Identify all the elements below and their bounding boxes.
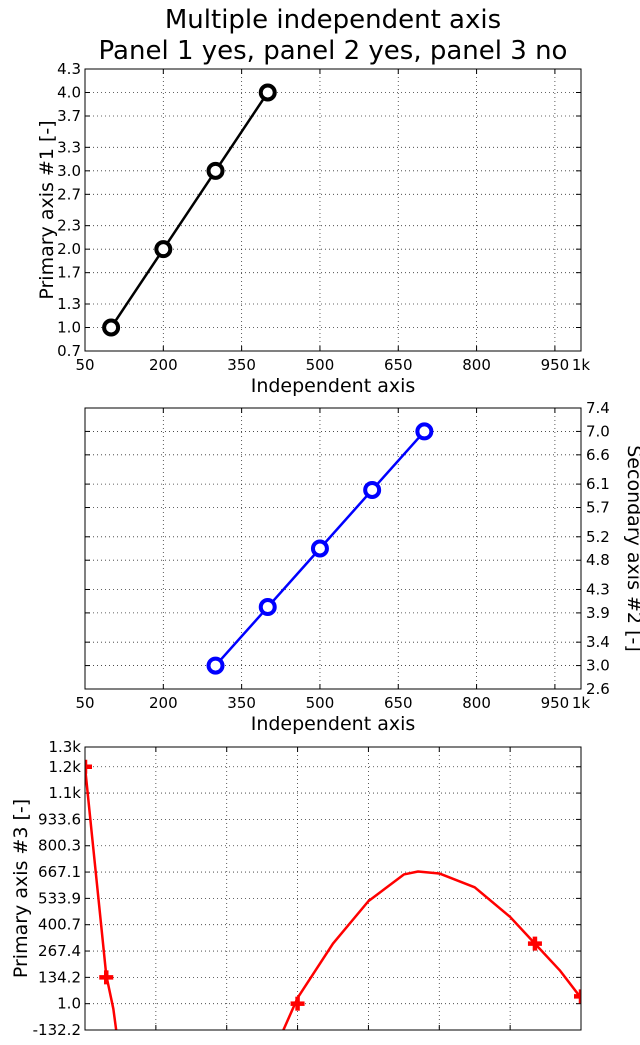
x-tick-label: 950 xyxy=(541,356,570,374)
x-tick-label: 350 xyxy=(227,694,256,712)
data-point xyxy=(258,598,277,617)
y-tick-label: 1.3k xyxy=(48,738,81,756)
y-tick-label: 800.3 xyxy=(38,837,81,855)
y-tick-label: 0.7 xyxy=(57,342,81,360)
y-tick-label: 5.2 xyxy=(586,528,610,546)
data-point xyxy=(85,759,92,774)
y-tick-label: 533.9 xyxy=(38,889,81,907)
x-axis-label: Independent axis xyxy=(251,713,416,735)
series-group xyxy=(85,759,581,1030)
data-point xyxy=(290,996,305,1011)
y-tick-label: 3.7 xyxy=(57,107,81,125)
data-point xyxy=(206,656,225,675)
y-tick-label: 4.0 xyxy=(57,84,81,102)
title-line-1: Multiple independent axis xyxy=(165,5,501,35)
series-line xyxy=(110,91,269,329)
x-tick-label: 200 xyxy=(149,356,178,374)
data-point xyxy=(310,539,329,558)
y-tick-label: 933.6 xyxy=(38,810,81,828)
plot-frame xyxy=(84,746,582,1031)
x-tick-label: 650 xyxy=(384,356,413,374)
y-tick-label: 1.7 xyxy=(57,264,81,282)
y-tick-label: 1.1k xyxy=(48,784,81,802)
x-tick-label: 650 xyxy=(384,694,413,712)
series-group xyxy=(102,83,277,337)
plot-frame xyxy=(84,68,582,352)
y-tick-label: 1.2k xyxy=(48,758,81,776)
y-tick-label: 6.1 xyxy=(586,475,610,493)
y-axis-label: Primary axis #3 [-] xyxy=(10,799,32,978)
x-tick-label: 500 xyxy=(306,356,335,374)
x-tick-label: 950 xyxy=(541,694,570,712)
x-axis-label: Independent axis xyxy=(251,375,416,397)
x-tick-label: 800 xyxy=(462,356,491,374)
y-tick-label: 3.3 xyxy=(57,138,81,156)
series-group xyxy=(206,422,434,675)
panel-3-chart: -132.2 1.0 134.2 267.4 400.7 533.9 667.1 800.3 9… xyxy=(10,738,582,1039)
data-point xyxy=(415,422,434,441)
plot-frame xyxy=(84,407,582,690)
x-tick-label: 800 xyxy=(462,694,491,712)
y-tick-label: 4.3 xyxy=(57,60,81,78)
data-point xyxy=(99,970,114,985)
x-tick-label: 500 xyxy=(306,694,335,712)
data-point xyxy=(363,480,382,499)
data-point xyxy=(258,83,277,102)
x-tick-label: 50 xyxy=(75,356,94,374)
data-point xyxy=(527,936,542,951)
y-axis-label: Secondary axis #2 [-] xyxy=(623,445,640,652)
x-tick-label: 1k xyxy=(572,694,591,712)
y-tick-label: 134.2 xyxy=(38,968,81,986)
y-tick-label: -132.2 xyxy=(33,1021,81,1039)
y-tick-label: 6.6 xyxy=(586,446,610,464)
y-tick-label: 4.8 xyxy=(586,551,610,569)
title-line-2: Panel 1 yes, panel 2 yes, panel 3 no xyxy=(99,36,568,66)
y-tick-label: 3.4 xyxy=(586,633,610,651)
data-point xyxy=(154,240,173,259)
series-curve xyxy=(282,870,581,1030)
panel-2-chart: 50 200 350 500 650 800 950 1k2.6 3.0 3.4 3.9 4.3 4.8… xyxy=(75,399,640,735)
y-tick-label: 5.7 xyxy=(586,499,610,517)
y-tick-label: 1.0 xyxy=(57,319,81,337)
y-tick-label: 2.0 xyxy=(57,240,81,258)
y-tick-label: 3.9 xyxy=(586,604,610,622)
panel-1-chart: 50 200 350 500 650 800 950 1k 0.7 1.0 1.3 1.7 2.0 2.3… xyxy=(36,60,590,397)
y-tick-label: 267.4 xyxy=(38,942,81,960)
series-curve xyxy=(85,766,118,1030)
y-tick-label: 2.3 xyxy=(57,217,81,235)
x-tick-label: 1k xyxy=(572,356,591,374)
y-tick-label: 400.7 xyxy=(38,916,81,934)
y-tick-label: 1.3 xyxy=(57,295,81,313)
y-tick-label: 667.1 xyxy=(38,863,81,881)
x-tick-label: 350 xyxy=(227,356,256,374)
y-tick-label: 1.0 xyxy=(57,995,81,1013)
y-axis-label: Primary axis #1 [-] xyxy=(36,120,58,299)
x-tick-label: 200 xyxy=(149,694,178,712)
y-tick-label: 2.6 xyxy=(586,680,610,698)
y-tick-label: 7.4 xyxy=(586,399,610,417)
data-point xyxy=(206,161,225,180)
data-point xyxy=(102,318,121,337)
x-tick-label: 50 xyxy=(75,694,94,712)
y-tick-label: 7.0 xyxy=(586,422,610,440)
y-tick-label: 2.7 xyxy=(57,185,81,203)
y-tick-label: 4.3 xyxy=(586,580,610,598)
y-tick-label: 3.0 xyxy=(57,162,81,180)
y-tick-label: 3.0 xyxy=(586,657,610,675)
data-point xyxy=(574,989,581,1004)
